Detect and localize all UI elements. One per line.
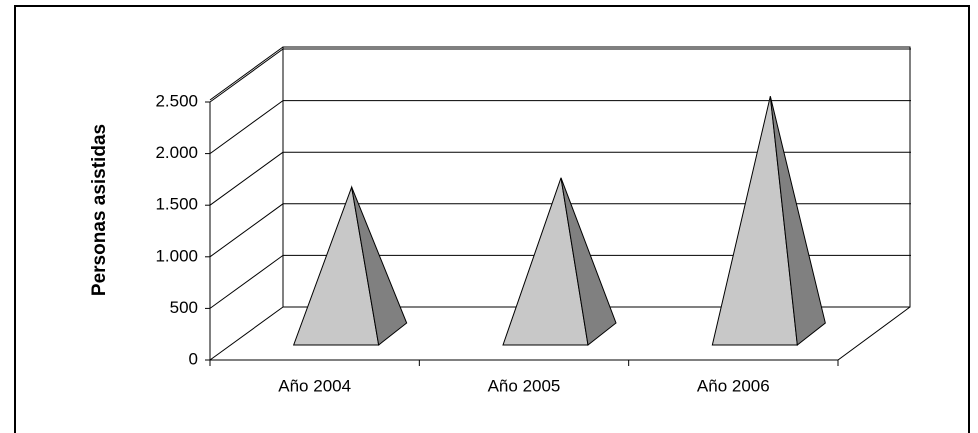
grid-line: [209, 151, 284, 206]
grid-line: [209, 48, 284, 103]
y-tick-label: 1.000: [155, 246, 198, 265]
y-tick-label: 2.500: [155, 91, 198, 110]
chart-frame: [14, 5, 970, 433]
pyramid-side: [560, 177, 617, 346]
y-tick-label: 500: [170, 298, 198, 317]
y-tick-label: 0: [189, 349, 198, 368]
x-tick-label: Año 2006: [697, 376, 770, 395]
x-tick-label: Año 2004: [278, 376, 351, 395]
pyramid-side: [351, 186, 408, 346]
grid-line: [209, 254, 284, 309]
grid-line: [209, 203, 284, 258]
y-tick-label: 2.000: [155, 143, 198, 162]
x-tick-label: Año 2005: [488, 376, 561, 395]
y-axis-label: Personas asistidas: [89, 124, 110, 296]
grid-line: [209, 100, 284, 155]
y-tick-label: 1.500: [155, 195, 198, 214]
pyramid-side: [769, 96, 826, 346]
floor-edge: [209, 306, 284, 361]
side-wall-edge: [209, 46, 284, 101]
